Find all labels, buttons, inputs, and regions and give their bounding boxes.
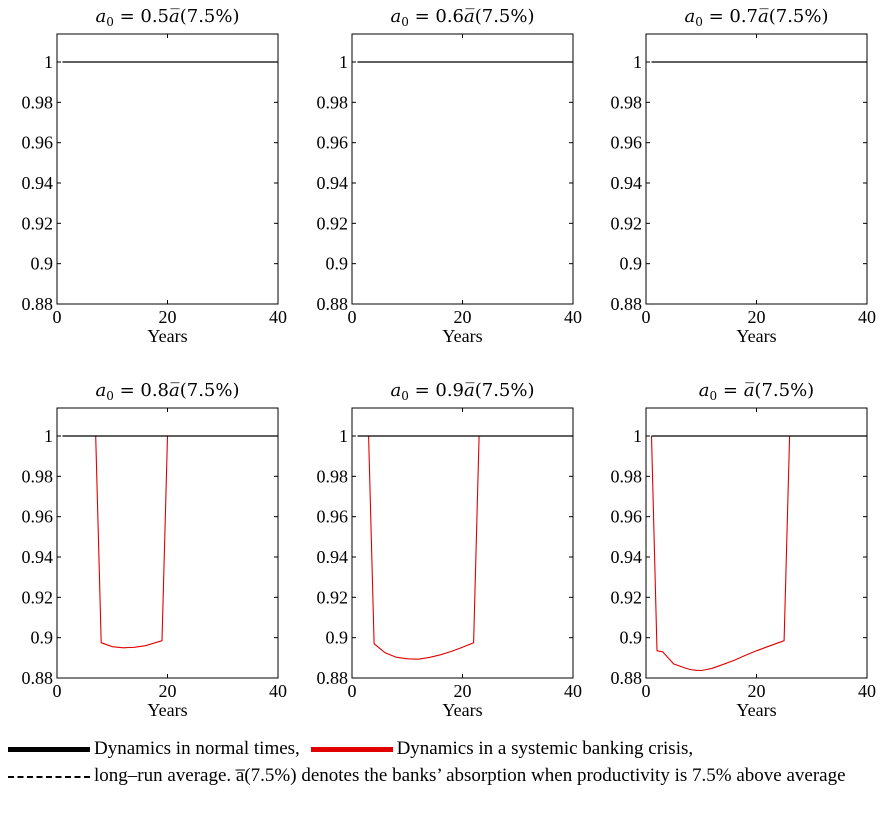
y-tick-label: 0.96 — [22, 507, 54, 527]
x-tick-label: 40 — [269, 307, 287, 327]
plot-frame — [351, 33, 574, 305]
y-tick-label: 0.88 — [317, 668, 349, 688]
x-tick-label: 40 — [564, 307, 582, 327]
y-tick-label: 0.88 — [317, 294, 349, 314]
x-tick-label: 0 — [53, 307, 62, 327]
x-axis-label: Years — [736, 700, 776, 720]
subplot-title: a0 = 0.7a̅(7.5%) — [684, 6, 828, 29]
y-tick-label: 0.94 — [317, 547, 349, 567]
y-tick-label: 0.96 — [22, 133, 54, 153]
y-tick-label: 0.88 — [611, 294, 643, 314]
y-tick-label: 0.98 — [22, 466, 54, 486]
y-tick-label: 0.98 — [317, 466, 349, 486]
x-tick-label: 0 — [642, 307, 651, 327]
x-tick-label: 40 — [858, 681, 876, 701]
x-tick-label: 0 — [348, 307, 357, 327]
subplot-title: a0 = 0.8a̅(7.5%) — [95, 380, 239, 403]
x-tick-label: 0 — [53, 681, 62, 701]
series-line-crisis — [357, 435, 573, 660]
subplot-4: a0 = 0.8a̅(7.5%) 0.88 0.9 0.92 0.94 0.96 0.98 1… — [22, 380, 288, 720]
y-tick-label: 1 — [633, 426, 642, 446]
y-tick-label: 0.88 — [22, 668, 54, 688]
x-tick-label: 20 — [748, 307, 766, 327]
y-tick-label: 1 — [339, 426, 348, 446]
series-line-crisis — [650, 435, 867, 672]
y-tick-label: 0.9 — [326, 254, 349, 274]
x-axis-label: Years — [442, 326, 482, 346]
legend-label-normal: Dynamics in normal times, — [94, 738, 300, 759]
y-tick-label: 0.94 — [317, 173, 349, 193]
y-tick-label: 1 — [44, 52, 53, 72]
chart-figure: a0 = 0.5a̅(7.5%) 0.88 0.9 0.92 0.94 0.96 0.98 1… — [22, 6, 877, 720]
plot-frame — [645, 33, 868, 305]
x-axis-label: Years — [147, 700, 187, 720]
caption-note-symbol: a̅(7.5%) — [235, 765, 297, 786]
x-axis-label: Years — [442, 700, 482, 720]
x-tick-label: 20 — [159, 681, 177, 701]
y-tick-label: 0.92 — [317, 213, 349, 233]
subplot-title: a0 = 0.6a̅(7.5%) — [390, 6, 534, 29]
y-tick-label: 0.92 — [317, 587, 349, 607]
series-line-crisis — [62, 435, 278, 649]
subplot-2: a0 = 0.6a̅(7.5%) 0.88 0.9 0.92 0.94 0.96 0.98 1… — [317, 6, 583, 346]
y-tick-label: 0.98 — [22, 92, 54, 112]
legend-swatch-crisis — [310, 747, 393, 753]
x-tick-label: 0 — [642, 681, 651, 701]
x-tick-label: 40 — [269, 681, 287, 701]
plot-frame — [645, 407, 868, 679]
y-tick-label: 0.92 — [22, 213, 54, 233]
legend-label-crisis: Dynamics in a systemic banking crisis, — [396, 738, 694, 759]
y-tick-label: 0.98 — [611, 92, 643, 112]
y-tick-label: 0.96 — [317, 507, 349, 527]
x-tick-label: 20 — [454, 681, 472, 701]
y-tick-label: 0.92 — [611, 213, 643, 233]
y-tick-label: 0.94 — [22, 173, 54, 193]
y-tick-label: 0.92 — [22, 587, 54, 607]
y-tick-label: 0.94 — [611, 547, 643, 567]
subplot-1: a0 = 0.5a̅(7.5%) 0.88 0.9 0.92 0.94 0.96 0.98 1… — [22, 6, 288, 346]
legend-swatch-normal — [8, 747, 90, 753]
x-tick-label: 20 — [454, 307, 472, 327]
plot-frame — [56, 33, 279, 305]
y-tick-label: 0.98 — [317, 92, 349, 112]
y-tick-label: 0.98 — [611, 466, 643, 486]
y-tick-label: 1 — [339, 52, 348, 72]
y-tick-label: 0.96 — [611, 133, 643, 153]
y-tick-label: 0.96 — [611, 507, 643, 527]
y-tick-label: 0.88 — [22, 294, 54, 314]
x-tick-label: 40 — [858, 307, 876, 327]
subplot-6: a0 = a̅(7.5%) 0.88 0.9 0.92 0.94 0.96 0.98 1 0 20… — [611, 380, 877, 720]
y-tick-label: 0.94 — [22, 547, 54, 567]
x-tick-label: 20 — [748, 681, 766, 701]
subplot-title: a0 = a̅(7.5%) — [699, 380, 814, 403]
legend-label-average: long–run average. — [94, 765, 232, 786]
y-tick-label: 0.9 — [620, 628, 643, 648]
subplot-title: a0 = 0.5a̅(7.5%) — [95, 6, 239, 29]
subplot-title: a0 = 0.9a̅(7.5%) — [390, 380, 534, 403]
caption-note-text: denotes the banks’ absorption when produ… — [296, 765, 846, 786]
plot-frame — [351, 407, 574, 679]
x-axis-label: Years — [147, 326, 187, 346]
y-tick-label: 0.9 — [620, 254, 643, 274]
y-tick-label: 0.9 — [326, 628, 349, 648]
y-tick-label: 0.96 — [317, 133, 349, 153]
x-tick-label: 20 — [159, 307, 177, 327]
subplot-3: a0 = 0.7a̅(7.5%) 0.88 0.9 0.92 0.94 0.96 0.98 1… — [611, 6, 877, 346]
y-tick-label: 1 — [44, 426, 53, 446]
x-tick-label: 0 — [348, 681, 357, 701]
figure-caption: Dynamics in normal times, Dynamics in a … — [8, 735, 884, 789]
x-tick-label: 40 — [564, 681, 582, 701]
legend-swatch-average — [8, 775, 90, 778]
y-tick-label: 0.9 — [31, 628, 54, 648]
y-tick-label: 0.92 — [611, 587, 643, 607]
subplot-5: a0 = 0.9a̅(7.5%) 0.88 0.9 0.92 0.94 0.96 0.98 1… — [317, 380, 583, 720]
y-tick-label: 0.9 — [31, 254, 54, 274]
x-axis-label: Years — [736, 326, 776, 346]
y-tick-label: 1 — [633, 52, 642, 72]
y-tick-label: 0.88 — [611, 668, 643, 688]
y-tick-label: 0.94 — [611, 173, 643, 193]
